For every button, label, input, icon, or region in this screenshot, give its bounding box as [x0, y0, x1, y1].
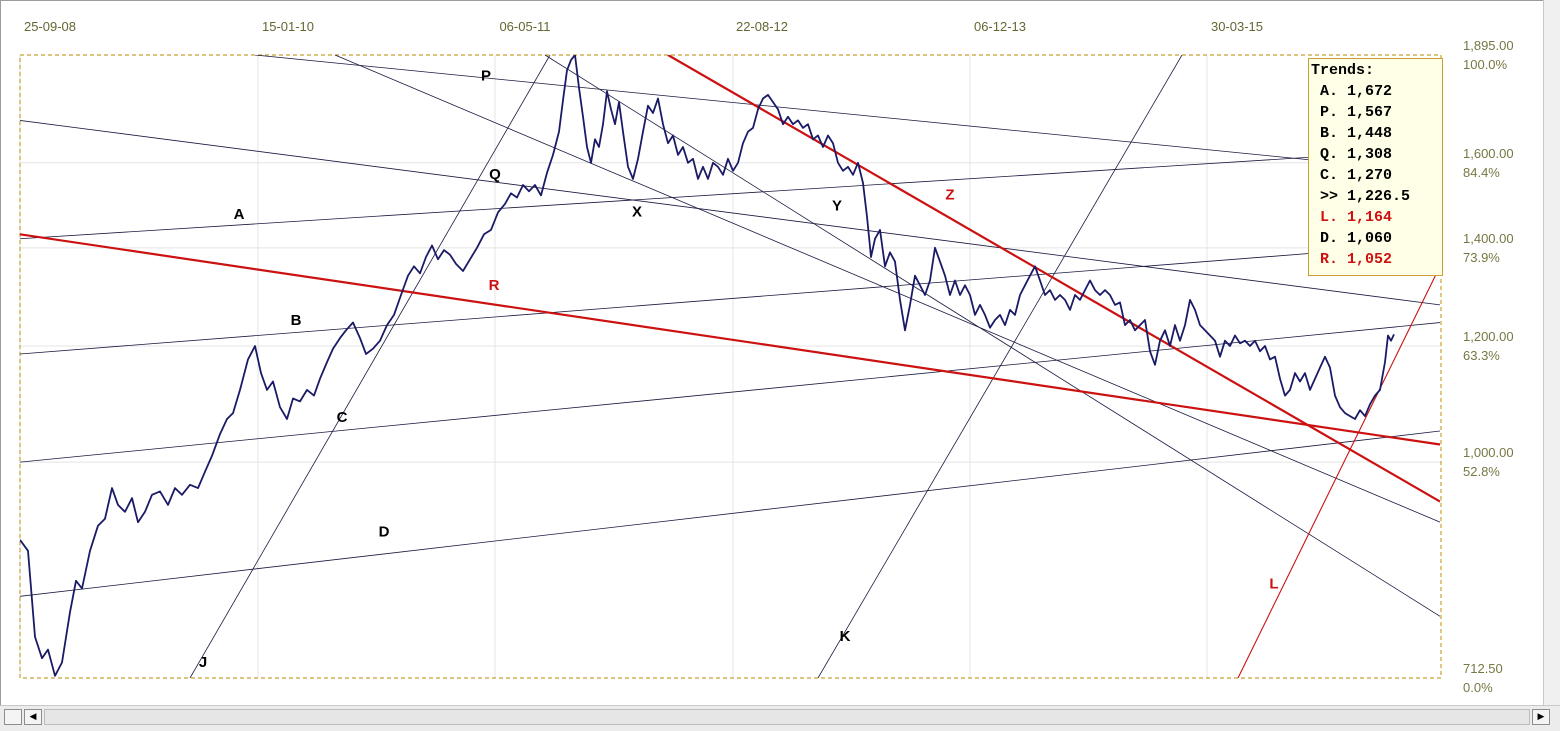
plot-area-border	[19, 54, 1442, 679]
trend-line-p	[254, 55, 1441, 174]
legend-row: C. 1,270	[1320, 167, 1393, 184]
trend-line-y	[544, 55, 1441, 617]
line-label-b: B	[291, 312, 302, 329]
trend-line-z	[667, 55, 1441, 503]
y-axis-ticks: 1,895.00 100.0% 1,600.00 84.4% 1,400.00 73.9%…	[1463, 38, 1514, 695]
y-tick-label: 1,600.00	[1463, 146, 1514, 161]
trend-line-k	[817, 55, 1183, 678]
x-tick-label: 22-08-12	[736, 19, 788, 34]
legend-row: Q. 1,308	[1320, 146, 1393, 163]
x-tick-label: 15-01-10	[262, 19, 314, 34]
y-tick-percent: 52.8%	[1463, 464, 1500, 479]
y-tick-percent: 0.0%	[1463, 680, 1493, 695]
y-tick-percent: 84.4%	[1463, 165, 1500, 180]
price-line	[20, 55, 1395, 677]
vertical-scrollbar[interactable]	[1543, 0, 1560, 705]
trend-line-labels: P Q A X Y Z R B C D J K L	[199, 68, 1279, 671]
trend-line-r	[20, 233, 1441, 446]
y-tick-percent: 73.9%	[1463, 250, 1500, 265]
scroll-track[interactable]	[44, 709, 1530, 725]
trend-lines	[20, 55, 1441, 678]
line-label-y: Y	[832, 197, 842, 214]
line-label-k: K	[840, 628, 851, 645]
line-label-z: Z	[945, 187, 954, 204]
legend-row: >> 1,226.5	[1320, 188, 1411, 205]
trend-line-d	[20, 430, 1441, 597]
trends-legend: Trends: A. 1,672 P. 1,567 B. 1,448 Q. 1,308…	[1308, 58, 1443, 276]
trend-line-q	[20, 120, 1441, 306]
x-tick-label: 06-05-11	[499, 19, 550, 34]
line-label-a: A	[234, 206, 245, 223]
line-label-j: J	[199, 654, 207, 671]
trend-line-j	[189, 55, 551, 678]
legend-row: A. 1,672	[1320, 83, 1393, 100]
x-tick-label: 25-09-08	[24, 19, 76, 34]
trend-line-a	[20, 148, 1441, 240]
legend-row: L. 1,164	[1320, 209, 1393, 226]
trend-line-x	[334, 55, 1441, 523]
scroll-home-button[interactable]	[4, 709, 22, 725]
line-label-q: Q	[489, 166, 501, 183]
y-tick-label: 1,400.00	[1463, 231, 1514, 246]
y-tick-percent: 63.3%	[1463, 348, 1500, 363]
legend-rows: A. 1,672 P. 1,567 B. 1,448 Q. 1,308 C. 1,270…	[1311, 81, 1442, 270]
legend-row: B. 1,448	[1320, 125, 1393, 142]
legend-row: R. 1,052	[1320, 251, 1393, 268]
line-label-p: P	[481, 68, 491, 85]
y-tick-label: 712.50	[1463, 661, 1503, 676]
price-series	[20, 55, 1395, 677]
x-tick-label: 30-03-15	[1211, 19, 1263, 34]
line-label-d: D	[379, 523, 390, 540]
x-axis-ticks: 25-09-08 15-01-10 06-05-11 22-08-12 06-12-13…	[24, 19, 1263, 34]
trend-line-b	[20, 242, 1441, 355]
scroll-left-arrow-icon[interactable]: ◀	[24, 709, 42, 725]
y-tick-label: 1,895.00	[1463, 38, 1514, 53]
legend-row: D. 1,060	[1320, 230, 1393, 247]
y-tick-label: 1,000.00	[1463, 445, 1514, 460]
x-tick-label: 06-12-13	[974, 19, 1026, 34]
horizontal-scrollbar[interactable]: ◀ ▶	[0, 705, 1560, 731]
line-label-r: R	[489, 277, 500, 294]
y-tick-percent: 100.0%	[1463, 57, 1508, 72]
legend-title: Trends:	[1311, 62, 1375, 79]
legend-row: P. 1,567	[1320, 104, 1393, 121]
line-label-l: L	[1269, 576, 1278, 593]
trend-line-c	[20, 322, 1441, 463]
scroll-right-arrow-icon[interactable]: ▶	[1532, 709, 1550, 725]
y-tick-label: 1,200.00	[1463, 329, 1514, 344]
line-label-x: X	[632, 204, 642, 221]
line-label-c: C	[337, 409, 348, 426]
trend-line-l	[1237, 266, 1441, 678]
